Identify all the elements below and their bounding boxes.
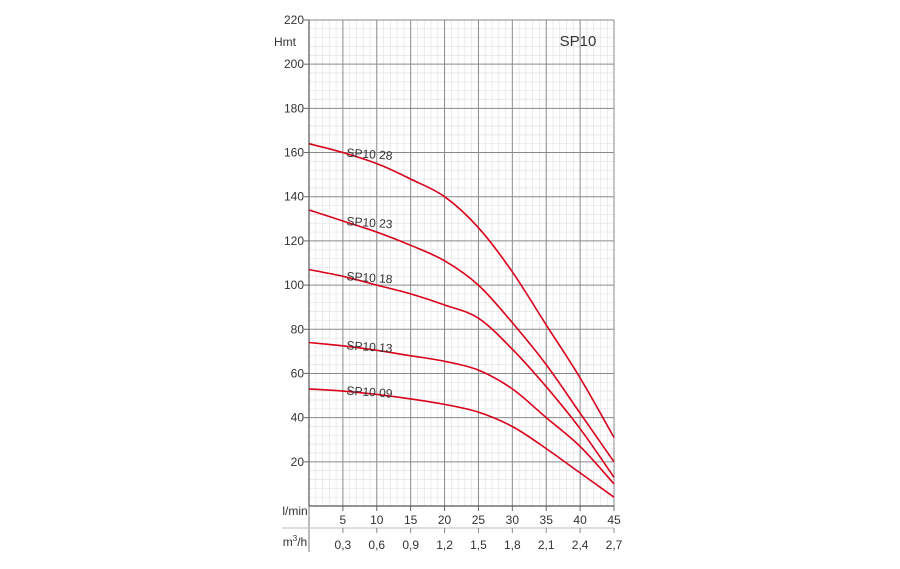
x-axis-label-secondary: m3/h <box>283 534 307 549</box>
series-label: SP10 18 <box>346 269 393 286</box>
x-tick-label-primary: 30 <box>506 513 520 527</box>
y-tick-label: 80 <box>291 322 305 336</box>
series-label: SP10 23 <box>346 214 393 231</box>
axes <box>282 20 614 552</box>
y-tick-label: 200 <box>284 57 304 71</box>
x-axis-label-primary: l/min <box>282 504 307 518</box>
x-tick-label-secondary: 2,1 <box>538 538 555 552</box>
x-tick-label-secondary: 0,3 <box>335 538 352 552</box>
x-tick-label-primary: 10 <box>370 513 384 527</box>
ticks-layer: 20 40 60 80 100 120 140 160 180 200 220 5 10 15 20 25 30… <box>284 13 623 552</box>
grid-major <box>309 19 615 506</box>
x-tick-label-primary: 5 <box>340 513 347 527</box>
series-line <box>308 388 615 498</box>
y-tick-label: 180 <box>284 101 304 115</box>
x-tick-label-secondary: 2,4 <box>572 538 589 552</box>
x-tick-label-primary: 45 <box>607 513 621 527</box>
x-tick-label-secondary: 1,5 <box>470 538 487 552</box>
series-line <box>308 142 615 438</box>
x-tick-label-secondary: 1,8 <box>504 538 521 552</box>
series-labels: SP10 28 SP10 23 SP10 18 SP10 13 SP10 09 <box>346 146 393 401</box>
series-label: SP10 13 <box>346 338 393 355</box>
x-tick-label-primary: 35 <box>540 513 554 527</box>
x-tick-label-primary: 20 <box>438 513 452 527</box>
series-label: SP10 09 <box>346 383 393 400</box>
y-tick-label: 140 <box>284 190 304 204</box>
y-axis-label: Hmt <box>274 35 297 49</box>
grid-minor <box>309 20 614 506</box>
x-tick-label-secondary: 1,2 <box>436 538 453 552</box>
y-tick-label: 120 <box>284 234 304 248</box>
x-tick-label-secondary: 2,7 <box>606 538 623 552</box>
y-tick-label: 60 <box>291 366 305 380</box>
y-tick-label: 220 <box>284 13 304 27</box>
series-line <box>308 209 615 463</box>
y-tick-label: 20 <box>291 455 305 469</box>
x-tick-label-primary: 15 <box>404 513 418 527</box>
y-tick-label: 160 <box>284 146 304 160</box>
x-tick-label-secondary: 0,6 <box>368 538 385 552</box>
series-label: SP10 28 <box>346 146 393 163</box>
series-line <box>308 268 615 478</box>
y-tick-label: 40 <box>291 411 305 425</box>
chart-title: SP10 <box>560 33 597 50</box>
y-tick-label: 100 <box>284 278 304 292</box>
x-tick-label-primary: 25 <box>472 513 486 527</box>
series-layer <box>308 142 615 498</box>
x-tick-label-primary: 40 <box>573 513 587 527</box>
x-tick-label-secondary: 0,9 <box>402 538 419 552</box>
series-line <box>308 341 615 485</box>
